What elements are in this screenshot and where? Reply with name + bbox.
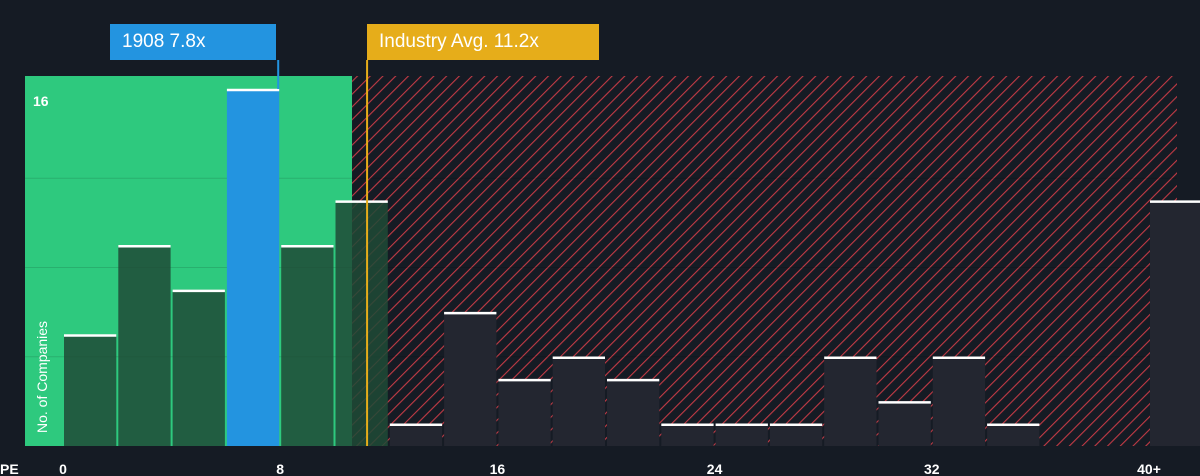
histogram-bar: [715, 423, 768, 446]
histogram-bar: [661, 423, 714, 446]
company-pe-callout: 1908 7.8x: [110, 24, 276, 60]
histogram-bar: [824, 356, 877, 446]
x-tick-label: 0: [59, 461, 67, 476]
histogram-bar: [878, 401, 931, 446]
histogram-bar: [607, 379, 660, 446]
histogram-bar: [335, 200, 388, 446]
histogram-bar: [118, 245, 171, 446]
y-axis-label: No. of Companies: [34, 321, 50, 433]
histogram-bar: [552, 356, 605, 446]
histogram-bar: [226, 89, 280, 446]
x-tick-label: 32: [924, 461, 940, 476]
histogram-bar: [987, 423, 1040, 446]
x-tick-label: 24: [707, 461, 723, 476]
histogram-bar: [932, 356, 986, 446]
industry-average-callout: Industry Avg. 11.2x: [367, 24, 599, 60]
x-tick-label: 40+: [1137, 461, 1161, 476]
histogram-bar: [389, 423, 443, 446]
histogram-bar: [444, 312, 497, 446]
histogram-bar: [769, 423, 823, 446]
histogram-bar: [1150, 200, 1200, 446]
histogram-bar: [172, 289, 225, 446]
histogram-bar: [498, 379, 551, 446]
x-tick-label: 8: [276, 461, 284, 476]
histogram-bar: [281, 245, 334, 446]
histogram-bar: [64, 334, 117, 446]
y-tick-label: 16: [33, 93, 49, 109]
x-axis-label: PE: [0, 461, 19, 476]
x-tick-label: 16: [490, 461, 506, 476]
